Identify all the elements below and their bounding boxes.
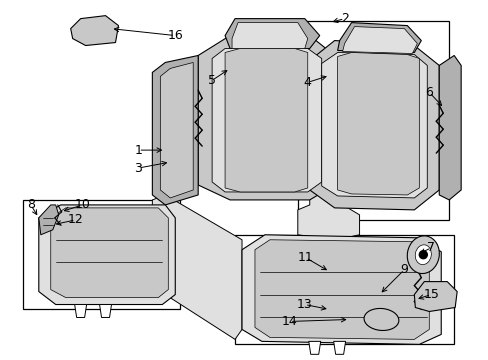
Polygon shape — [198, 36, 334, 200]
Polygon shape — [438, 55, 460, 200]
Polygon shape — [212, 49, 321, 192]
Text: 12: 12 — [68, 213, 83, 226]
Text: 5: 5 — [208, 74, 216, 87]
Polygon shape — [337, 23, 421, 53]
Text: 16: 16 — [167, 29, 183, 42]
Polygon shape — [308, 341, 320, 354]
Polygon shape — [297, 185, 359, 240]
Polygon shape — [232, 23, 307, 49]
Polygon shape — [152, 55, 198, 205]
Text: 6: 6 — [425, 86, 432, 99]
Text: 4: 4 — [303, 76, 311, 89]
Ellipse shape — [364, 309, 398, 330]
Text: 2: 2 — [340, 12, 348, 25]
Polygon shape — [23, 200, 180, 310]
Polygon shape — [254, 240, 428, 339]
Polygon shape — [39, 205, 175, 305]
Polygon shape — [333, 341, 345, 354]
Polygon shape — [39, 205, 59, 235]
Circle shape — [419, 251, 427, 259]
Polygon shape — [321, 53, 427, 198]
Polygon shape — [152, 195, 242, 339]
Polygon shape — [71, 15, 118, 45]
Text: 14: 14 — [282, 315, 297, 328]
Polygon shape — [224, 19, 319, 49]
Polygon shape — [297, 21, 448, 220]
Text: 10: 10 — [75, 198, 90, 211]
Polygon shape — [413, 282, 456, 311]
Polygon shape — [100, 305, 111, 318]
Polygon shape — [242, 235, 440, 345]
Polygon shape — [51, 208, 168, 298]
Text: 9: 9 — [400, 263, 407, 276]
Polygon shape — [160, 62, 193, 198]
Text: 3: 3 — [134, 162, 142, 175]
Polygon shape — [224, 49, 307, 192]
Polygon shape — [235, 235, 453, 345]
Polygon shape — [337, 53, 419, 195]
Text: 15: 15 — [423, 288, 438, 301]
Text: 7: 7 — [427, 241, 434, 254]
Text: 13: 13 — [296, 298, 312, 311]
Ellipse shape — [407, 236, 438, 274]
Ellipse shape — [414, 245, 430, 265]
Text: 1: 1 — [134, 144, 142, 157]
Polygon shape — [342, 27, 416, 54]
Polygon shape — [309, 41, 438, 210]
Polygon shape — [75, 305, 86, 318]
Text: 8: 8 — [27, 198, 35, 211]
Text: 11: 11 — [297, 251, 313, 264]
